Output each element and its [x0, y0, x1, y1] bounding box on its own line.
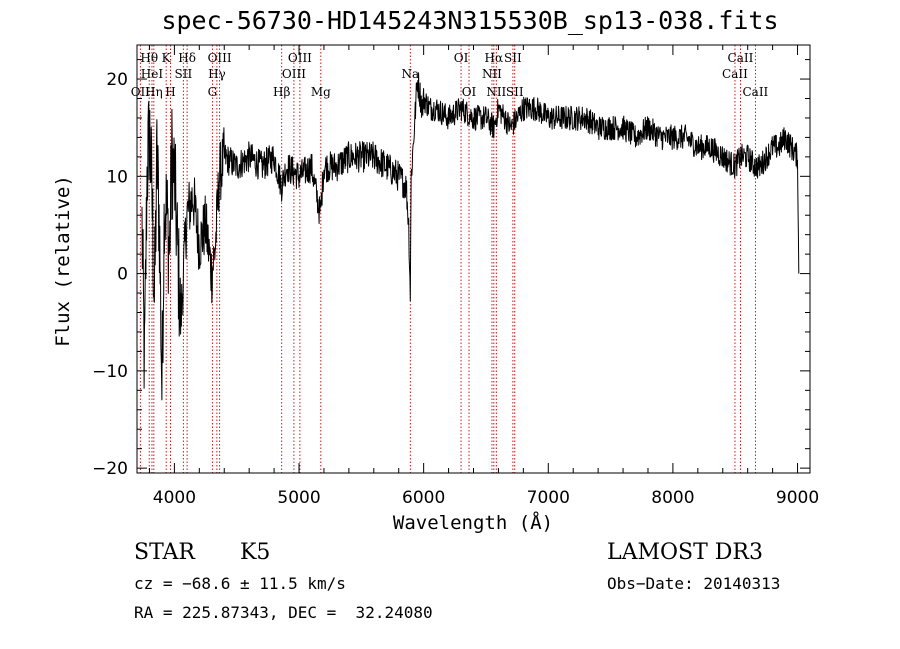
marker-label-19: NII	[482, 67, 502, 81]
x-tick-label-7000: 7000	[527, 488, 570, 508]
marker-label-18: Hα	[485, 51, 504, 65]
survey-name: LAMOST DR3	[607, 540, 763, 565]
y-tick-label-0: −20	[92, 459, 128, 479]
marker-label-4: K	[162, 51, 172, 65]
marker-label-2: HeI	[141, 67, 164, 81]
marker-label-25: CaII	[742, 85, 768, 99]
marker-label-16: OI	[454, 51, 469, 65]
y-tick-label-3: 10	[106, 167, 128, 187]
marker-label-21: SII	[504, 51, 522, 65]
marker-label-7: Hδ	[178, 51, 196, 65]
marker-label-1: OII	[131, 85, 151, 99]
x-tick-label-8000: 8000	[651, 488, 694, 508]
marker-label-8: OIII	[208, 51, 232, 65]
x-tick-label-6000: 6000	[402, 488, 445, 508]
coordinates: RA = 225.87343, DEC = 32.24080	[134, 603, 433, 622]
marker-label-23: CaII	[728, 51, 754, 65]
y-tick-label-4: 20	[106, 70, 128, 90]
x-tick-label-9000: 9000	[776, 488, 819, 508]
y-axis-label: Flux (relative)	[52, 175, 74, 347]
x-tick-label-5000: 5000	[277, 488, 320, 508]
marker-label-0: Hθ	[140, 51, 158, 65]
marker-label-13: OIII	[282, 67, 306, 81]
marker-label-12: OIII	[288, 51, 312, 65]
marker-label-10: G	[208, 85, 218, 99]
marker-label-14: Mg	[311, 85, 331, 99]
marker-label-3: Hη	[145, 85, 163, 99]
marker-label-11: Hβ	[273, 85, 290, 99]
marker-label-22: SII	[506, 85, 524, 99]
x-tick-label-4000: 4000	[153, 488, 196, 508]
spectrum-line-0	[141, 72, 800, 401]
marker-label-24: CaII	[722, 67, 748, 81]
y-tick-label-2: 0	[117, 265, 128, 285]
marker-label-5: H	[165, 85, 175, 99]
axis-tick-labels: 4000 5000 6000 7000 8000 9000 −20 −10 0 10 20	[92, 70, 819, 508]
chart-title: spec-56730-HD145243N315530B_sp13-038.fit…	[161, 6, 779, 35]
marker-label-17: OI	[462, 85, 477, 99]
y-tick-label-1: −10	[92, 362, 128, 382]
spectral-line-markers	[139, 45, 756, 473]
observation-date: Obs−Date: 20140313	[607, 574, 781, 593]
x-axis-label: Wavelength (Å)	[393, 511, 553, 534]
spectrum-series	[141, 72, 800, 401]
axis-ticks	[137, 45, 810, 473]
marker-label-20: NII	[486, 85, 506, 99]
marker-label-9: Hγ	[208, 67, 226, 81]
redshift-cz: cz = −68.6 ± 11.5 km/s	[134, 574, 346, 593]
marker-label-15: Na	[401, 67, 419, 81]
marker-label-6: SII	[175, 67, 193, 81]
object-subclass: K5	[240, 540, 271, 565]
plot-frame	[136, 44, 811, 474]
object-class: STAR	[134, 540, 195, 565]
